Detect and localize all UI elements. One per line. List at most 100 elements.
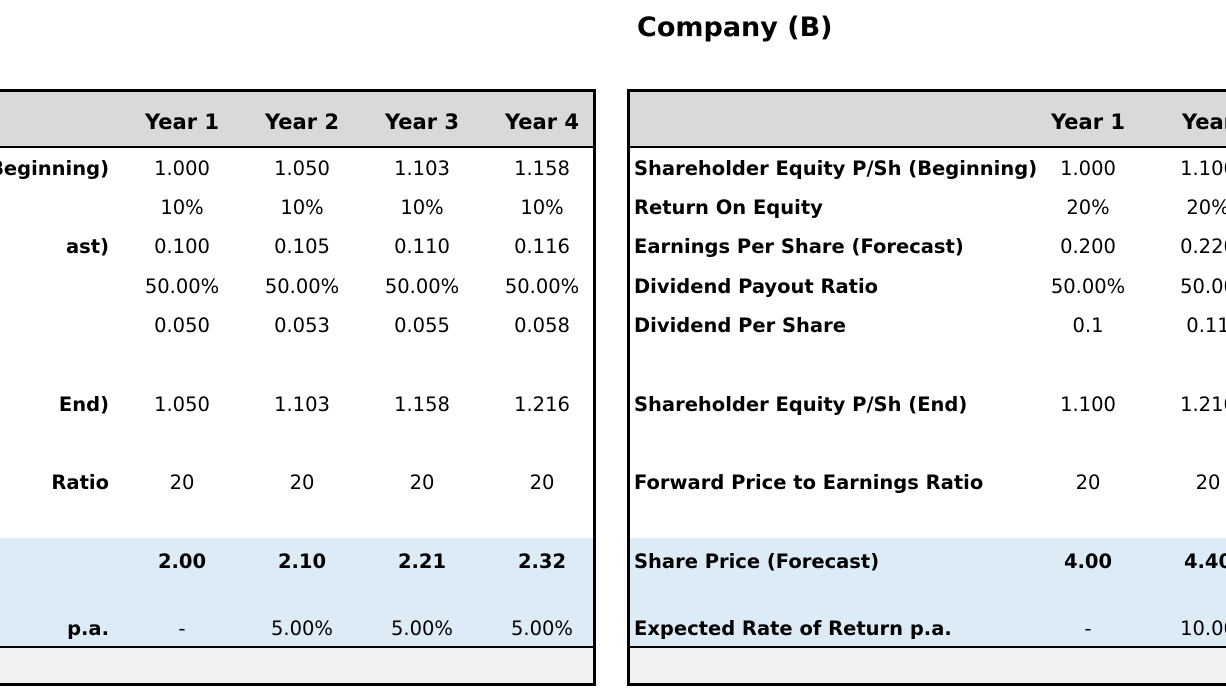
- header-year-2: Year: [1181, 110, 1226, 134]
- row-label: End): [58, 393, 109, 416]
- cell: 2.00: [157, 550, 207, 573]
- cell: 10.00: [1180, 617, 1226, 640]
- table-row: End) 1.050 1.103 1.158 1.216: [0, 390, 593, 420]
- table-row: 2.00 2.10 2.21 2.32: [0, 547, 593, 577]
- cell: 1.103: [274, 393, 330, 416]
- cell: 20: [1195, 471, 1221, 494]
- cell: 10%: [160, 196, 204, 219]
- row-label: Ratio: [51, 471, 109, 494]
- cell: -: [1084, 617, 1092, 640]
- row-label: Share Price (Forecast): [634, 550, 880, 573]
- cell: 0.220: [1180, 235, 1226, 258]
- cell: 0.053: [274, 314, 330, 337]
- cell: 50.00%: [384, 275, 460, 298]
- row-label: p.a.: [67, 617, 109, 640]
- table-row: Dividend Per Share 0.1 0.11: [630, 311, 1226, 341]
- row-label: Shareholder Equity P/Sh (Beginning): [634, 157, 1038, 180]
- cell: 2.10: [277, 550, 327, 573]
- table-row: 0.050 0.053 0.055 0.058: [0, 311, 593, 341]
- cell: 4.00: [1063, 550, 1113, 573]
- cell: 0.100: [154, 235, 210, 258]
- header-year-3: Year 3: [385, 110, 459, 134]
- cell: 1.050: [154, 393, 210, 416]
- cell: 4.40: [1183, 550, 1226, 573]
- cell: 20: [1075, 471, 1101, 494]
- cell: 20%: [1186, 196, 1226, 219]
- cell: 0.058: [514, 314, 570, 337]
- cell: 20: [529, 471, 555, 494]
- share-price-band: [630, 538, 1226, 646]
- header-year-1: Year 1: [145, 110, 219, 134]
- cell: 5.00%: [511, 617, 573, 640]
- table-row: Expected Rate of Return p.a. - 10.00: [630, 614, 1226, 644]
- cell: 50.00%: [1050, 275, 1126, 298]
- cell: 2.32: [517, 550, 567, 573]
- cell: 50.00: [1180, 275, 1226, 298]
- row-label: Return On Equity: [634, 196, 823, 219]
- table-row: 50.00% 50.00% 50.00% 50.00%: [0, 272, 593, 302]
- cell: 10%: [280, 196, 324, 219]
- cell: 0.116: [514, 235, 570, 258]
- cell: 5.00%: [271, 617, 333, 640]
- cell: 20: [409, 471, 435, 494]
- table-row: Earnings Per Share (Forecast) 0.200 0.22…: [630, 232, 1226, 262]
- cell: 0.11: [1186, 314, 1226, 337]
- cell: 20: [289, 471, 315, 494]
- company-a-table: Year 1 Year 2 Year 3 Year 4 Beginning) 1…: [0, 89, 596, 686]
- footer-row: [630, 646, 1226, 683]
- share-price-band: [0, 538, 593, 646]
- company-b-table: Year 1 Year Shareholder Equity P/Sh (Beg…: [627, 89, 1226, 686]
- cell: 50.00%: [264, 275, 340, 298]
- table-row: ast) 0.100 0.105 0.110 0.116: [0, 232, 593, 262]
- cell: 1.158: [514, 157, 570, 180]
- cell: 5.00%: [391, 617, 453, 640]
- row-label: ast): [66, 235, 109, 258]
- cell: 0.105: [274, 235, 330, 258]
- cell: 20: [169, 471, 195, 494]
- cell: 0.110: [394, 235, 450, 258]
- cell: 1.000: [1060, 157, 1116, 180]
- table-row: 10% 10% 10% 10%: [0, 193, 593, 223]
- cell: 1.158: [394, 393, 450, 416]
- row-label: Beginning): [0, 157, 109, 180]
- cell: 0.1: [1072, 314, 1104, 337]
- cell: 50.00%: [504, 275, 580, 298]
- table-row: Share Price (Forecast) 4.00 4.40: [630, 547, 1226, 577]
- header-row: Year 1 Year 2 Year 3 Year 4: [0, 92, 593, 148]
- cell: 1.210: [1180, 393, 1226, 416]
- header-year-2: Year 2: [265, 110, 339, 134]
- table-row: Shareholder Equity P/Sh (End) 1.100 1.21…: [630, 390, 1226, 420]
- cell: 0.200: [1060, 235, 1116, 258]
- cell: 2.21: [397, 550, 447, 573]
- row-label: Forward Price to Earnings Ratio: [634, 471, 984, 494]
- cell: 0.050: [154, 314, 210, 337]
- cell: 1.100: [1180, 157, 1226, 180]
- table-row: Forward Price to Earnings Ratio 20 20: [630, 468, 1226, 498]
- table-row: Shareholder Equity P/Sh (Beginning) 1.00…: [630, 154, 1226, 184]
- cell: 1.000: [154, 157, 210, 180]
- cell: 1.050: [274, 157, 330, 180]
- table-row: Ratio 20 20 20 20: [0, 468, 593, 498]
- table-row: Beginning) 1.000 1.050 1.103 1.158: [0, 154, 593, 184]
- row-label: Expected Rate of Return p.a.: [634, 617, 952, 640]
- cell: 0.055: [394, 314, 450, 337]
- cell: 50.00%: [144, 275, 220, 298]
- row-label: Shareholder Equity P/Sh (End): [634, 393, 968, 416]
- table-row: Return On Equity 20% 20%: [630, 193, 1226, 223]
- cell: 1.103: [394, 157, 450, 180]
- cell: 10%: [400, 196, 444, 219]
- cell: 10%: [520, 196, 564, 219]
- company-title: Company (B): [637, 12, 833, 43]
- header-year-1: Year 1: [1051, 110, 1125, 134]
- row-label: Dividend Payout Ratio: [634, 275, 879, 298]
- cell: 1.100: [1060, 393, 1116, 416]
- cell: 20%: [1066, 196, 1110, 219]
- row-label: Earnings Per Share (Forecast): [634, 235, 964, 258]
- table-row: p.a. - 5.00% 5.00% 5.00%: [0, 614, 593, 644]
- header-year-4: Year 4: [505, 110, 579, 134]
- table-row: Dividend Payout Ratio 50.00% 50.00: [630, 272, 1226, 302]
- row-label: Dividend Per Share: [634, 314, 846, 337]
- header-row: Year 1 Year: [630, 92, 1226, 148]
- cell: -: [178, 617, 186, 640]
- cell: 1.216: [514, 393, 570, 416]
